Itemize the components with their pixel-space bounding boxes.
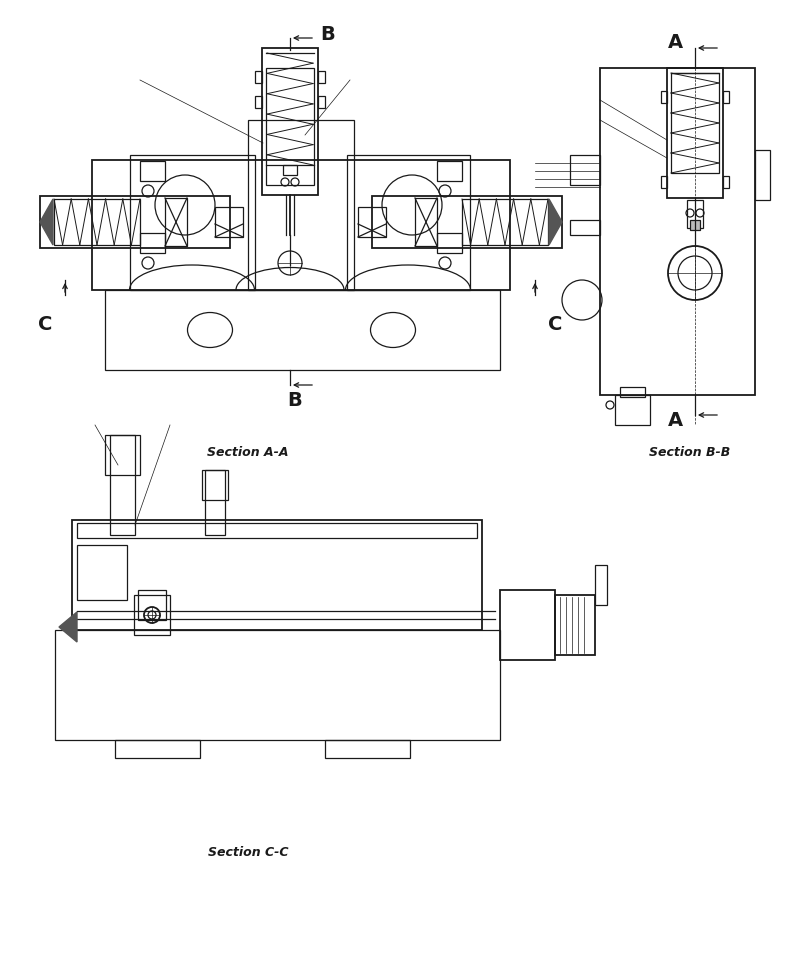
Bar <box>500 590 555 660</box>
Bar <box>347 155 470 290</box>
Bar <box>318 96 325 108</box>
Bar <box>202 470 228 500</box>
Bar <box>205 470 225 535</box>
Bar <box>437 161 462 181</box>
Bar <box>140 233 165 253</box>
Polygon shape <box>40 199 53 245</box>
Bar <box>671 73 719 173</box>
Text: Section C-C: Section C-C <box>208 847 288 859</box>
Bar <box>462 199 548 245</box>
Bar <box>690 220 700 230</box>
Text: Section B-B: Section B-B <box>649 447 731 459</box>
Bar <box>661 91 667 103</box>
Text: Section A-A: Section A-A <box>208 447 289 459</box>
Bar <box>723 176 729 188</box>
Bar <box>215 207 243 237</box>
Bar <box>248 120 354 290</box>
Bar <box>115 740 200 758</box>
Bar <box>283 165 297 175</box>
Bar <box>255 71 262 83</box>
Text: C: C <box>38 315 52 334</box>
Text: A: A <box>668 33 683 52</box>
Bar <box>437 233 462 253</box>
Bar <box>105 290 500 370</box>
Bar <box>266 68 314 185</box>
Bar <box>372 196 562 248</box>
Bar <box>570 155 600 185</box>
Bar <box>723 91 729 103</box>
Bar <box>255 96 262 108</box>
Bar <box>325 740 410 758</box>
Bar <box>570 220 600 235</box>
Bar <box>130 155 255 290</box>
Bar <box>138 590 166 620</box>
Bar <box>318 71 325 83</box>
Bar <box>262 48 318 195</box>
Bar <box>620 387 645 397</box>
Polygon shape <box>59 612 77 642</box>
Bar <box>687 200 703 228</box>
Text: C: C <box>548 315 562 334</box>
Bar <box>92 160 510 290</box>
Bar <box>134 595 170 635</box>
Bar <box>72 520 482 630</box>
Bar <box>595 565 607 605</box>
Text: B: B <box>287 390 303 409</box>
Bar <box>77 545 127 600</box>
Bar <box>600 68 755 395</box>
Bar <box>415 198 437 246</box>
Bar <box>358 207 386 237</box>
Bar <box>77 523 477 538</box>
Text: A: A <box>668 410 683 430</box>
Text: B: B <box>320 26 335 44</box>
Bar <box>667 68 723 198</box>
Bar <box>165 198 187 246</box>
Polygon shape <box>549 199 562 245</box>
Bar <box>110 435 135 535</box>
Bar <box>55 630 500 740</box>
Bar <box>755 150 770 200</box>
Bar <box>615 395 650 425</box>
Bar <box>140 161 165 181</box>
Bar <box>40 196 230 248</box>
Bar <box>555 595 595 655</box>
Bar <box>661 176 667 188</box>
Bar <box>54 199 140 245</box>
Bar <box>105 435 140 475</box>
